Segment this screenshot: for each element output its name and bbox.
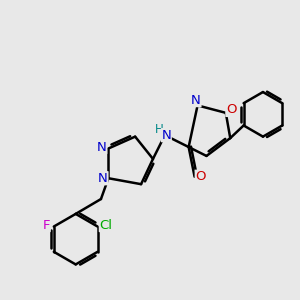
Text: H: H	[155, 123, 164, 136]
Text: O: O	[226, 103, 236, 116]
Text: N: N	[191, 94, 201, 106]
Text: N: N	[98, 172, 108, 185]
Text: F: F	[43, 218, 50, 232]
Text: O: O	[195, 170, 206, 183]
Text: Cl: Cl	[99, 218, 112, 232]
Text: N: N	[97, 140, 107, 154]
Text: N: N	[161, 129, 171, 142]
